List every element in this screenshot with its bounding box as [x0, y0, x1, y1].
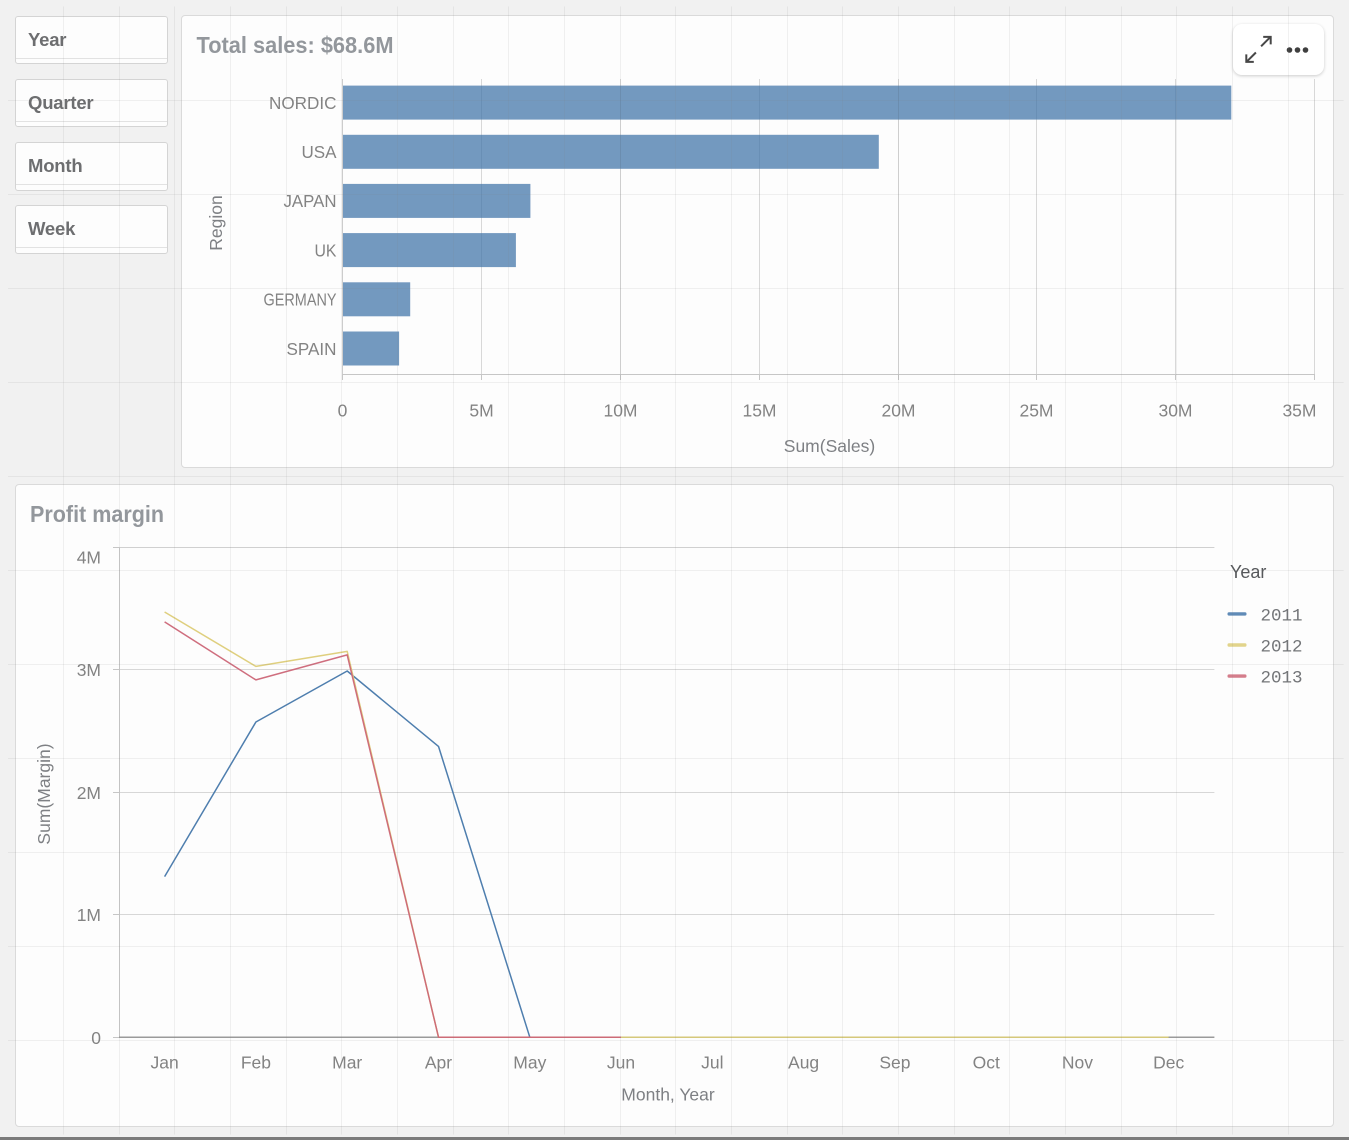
svg-text:0: 0	[91, 1028, 101, 1048]
svg-text:Feb: Feb	[241, 1053, 271, 1073]
svg-text:Total sales: $68.6M: Total sales: $68.6M	[197, 32, 394, 58]
svg-text:Sep: Sep	[879, 1053, 910, 1073]
svg-text:Profit margin: Profit margin	[30, 501, 164, 527]
svg-text:25M: 25M	[1019, 401, 1053, 421]
svg-text:USA: USA	[302, 142, 337, 162]
svg-text:Jun: Jun	[607, 1053, 635, 1073]
svg-text:Oct: Oct	[973, 1053, 1000, 1073]
svg-text:UK: UK	[315, 240, 337, 260]
svg-text:SPAIN: SPAIN	[287, 339, 337, 359]
svg-text:Apr: Apr	[425, 1053, 452, 1073]
svg-text:Sum(Sales): Sum(Sales)	[784, 436, 875, 456]
svg-text:JAPAN: JAPAN	[284, 191, 337, 211]
svg-text:Aug: Aug	[788, 1053, 819, 1073]
svg-text:2013: 2013	[1261, 669, 1303, 689]
svg-text:15M: 15M	[742, 401, 776, 421]
svg-text:Month, Year: Month, Year	[621, 1085, 715, 1105]
svg-text:2M: 2M	[77, 783, 101, 803]
svg-text:5M: 5M	[469, 401, 493, 421]
svg-text:Jan: Jan	[150, 1053, 178, 1073]
svg-text:1M: 1M	[77, 905, 101, 925]
svg-text:Region: Region	[206, 195, 226, 250]
svg-text:2012: 2012	[1261, 637, 1303, 657]
svg-text:Sum(Margin): Sum(Margin)	[34, 743, 54, 844]
svg-text:0: 0	[338, 401, 348, 421]
svg-text:30M: 30M	[1158, 401, 1192, 421]
svg-text:Jul: Jul	[701, 1053, 723, 1073]
svg-text:4M: 4M	[77, 548, 101, 568]
svg-text:GERMANY: GERMANY	[264, 290, 337, 310]
svg-text:2011: 2011	[1261, 606, 1303, 626]
svg-text:Year: Year	[1230, 562, 1266, 582]
svg-text:May: May	[513, 1053, 546, 1073]
svg-text:10M: 10M	[603, 401, 637, 421]
svg-text:Nov: Nov	[1062, 1053, 1093, 1073]
svg-text:NORDIC: NORDIC	[269, 93, 337, 113]
svg-text:35M: 35M	[1282, 401, 1316, 421]
svg-text:Dec: Dec	[1153, 1053, 1184, 1073]
svg-text:3M: 3M	[77, 660, 101, 680]
svg-text:20M: 20M	[881, 401, 915, 421]
svg-text:Mar: Mar	[332, 1053, 362, 1073]
